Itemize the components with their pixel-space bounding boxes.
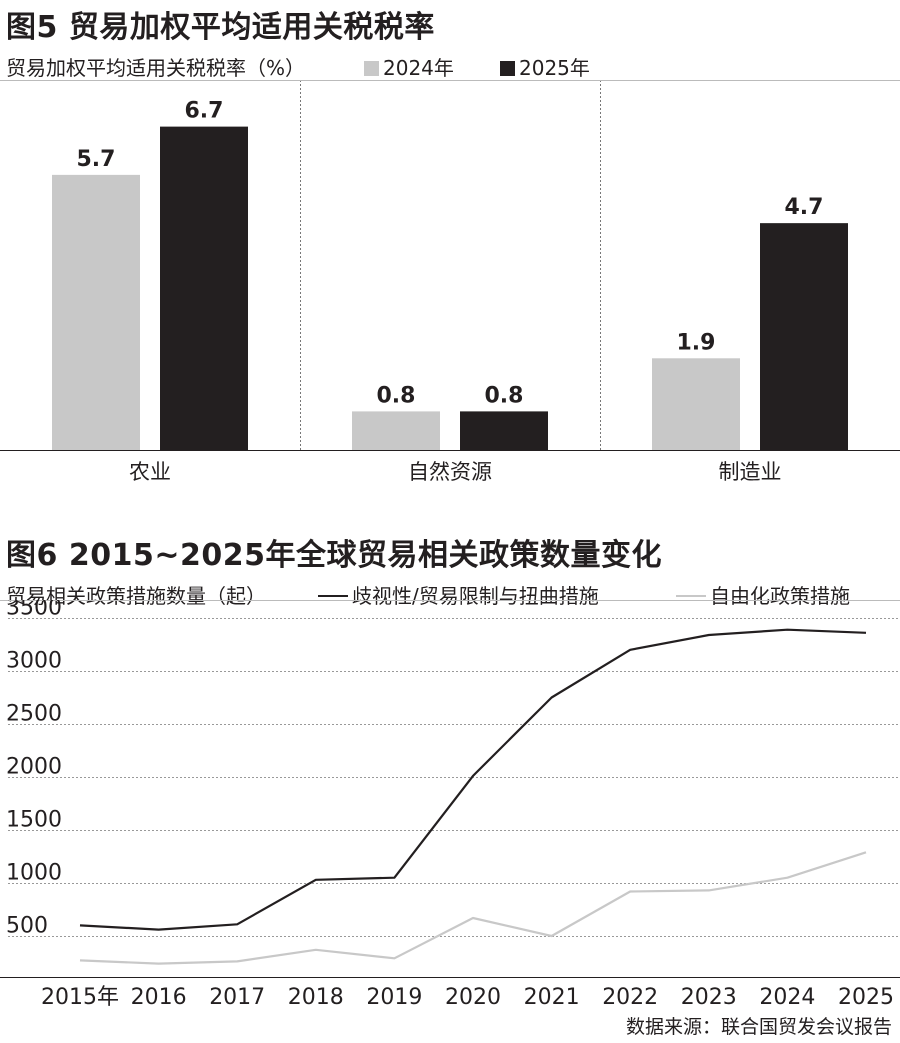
legend-line-restrictive — [318, 595, 348, 597]
legend-label-2024: 2024年 — [383, 56, 454, 80]
x-tick-label: 2024 — [759, 985, 815, 1010]
x-tick-label: 2019 — [366, 985, 422, 1010]
figure6-line-chart: 500 1000 1500 2000 2500 3000 3500 2015年 2016 2017… — [0, 600, 900, 1010]
bar-2024-0 — [52, 174, 140, 450]
y-tick-label: 2000 — [6, 755, 62, 780]
bar-2025-2 — [760, 223, 848, 450]
legend-line-liberal — [676, 595, 706, 597]
figure6-subtitle: 贸易相关政策措施数量（起） — [6, 584, 266, 608]
y-tick-label: 1500 — [6, 808, 62, 833]
bar-2024-2 — [652, 358, 740, 450]
x-tick-label: 2017 — [209, 985, 265, 1010]
x-tick-label: 2022 — [602, 985, 658, 1010]
data-source: 数据来源：联合国贸发会议报告 — [625, 1016, 892, 1038]
figure5-bar-chart: 5.7 6.7 农业 0.8 0.8 自然资源 1.9 4.7 制造业 — [0, 80, 900, 484]
bar-value-label: 5.7 — [77, 147, 116, 172]
bar-value-label: 1.9 — [677, 330, 716, 355]
series-line-liberal — [79, 851, 867, 965]
figure5-subtitle: 贸易加权平均适用关税税率（%） — [6, 56, 306, 80]
bar-value-label: 6.7 — [185, 99, 224, 124]
figure6-title: 图6 2015~2025年全球贸易相关政策数量变化 — [6, 538, 662, 573]
x-tick-label: 2021 — [524, 985, 580, 1010]
bar-value-label: 0.8 — [485, 383, 524, 408]
bar-value-label: 4.7 — [785, 195, 824, 220]
x-tick-label: 2016 — [131, 985, 187, 1010]
y-tick-label: 3500 — [6, 600, 62, 621]
x-tick-label: 2020 — [445, 985, 501, 1010]
figure6-legend-liberal: 自由化政策措施 — [676, 580, 850, 609]
legend-label-restrictive: 歧视性/贸易限制与扭曲措施 — [352, 584, 599, 608]
bar-2025-1 — [460, 411, 548, 450]
category-label: 制造业 — [719, 460, 782, 484]
figure5-legend-2025: 2025年 — [500, 52, 590, 81]
bar-value-label: 0.8 — [377, 383, 416, 408]
figure5-legend-2024: 2024年 — [364, 52, 454, 81]
legend-swatch-2024 — [364, 61, 379, 76]
y-tick-label: 2500 — [6, 702, 62, 727]
y-tick-label: 3000 — [6, 649, 62, 674]
x-tick-label: 2023 — [681, 985, 737, 1010]
bar-2025-0 — [160, 126, 248, 450]
legend-label-2025: 2025年 — [519, 56, 590, 80]
y-tick-label: 500 — [6, 914, 48, 939]
category-label: 自然资源 — [408, 460, 492, 484]
x-tick-label: 2018 — [288, 985, 344, 1010]
figure5-title: 图5 贸易加权平均适用关税税率 — [6, 10, 435, 45]
legend-label-liberal: 自由化政策措施 — [710, 584, 850, 608]
series-line-restrictive — [79, 628, 867, 931]
legend-swatch-2025 — [500, 61, 515, 76]
y-tick-label: 1000 — [6, 861, 62, 886]
category-label: 农业 — [129, 460, 171, 484]
x-tick-label: 2015年 — [41, 985, 119, 1010]
x-tick-label: 2025 — [838, 985, 894, 1010]
figure6-legend-restrictive: 歧视性/贸易限制与扭曲措施 — [318, 580, 599, 609]
bar-2024-1 — [352, 411, 440, 450]
